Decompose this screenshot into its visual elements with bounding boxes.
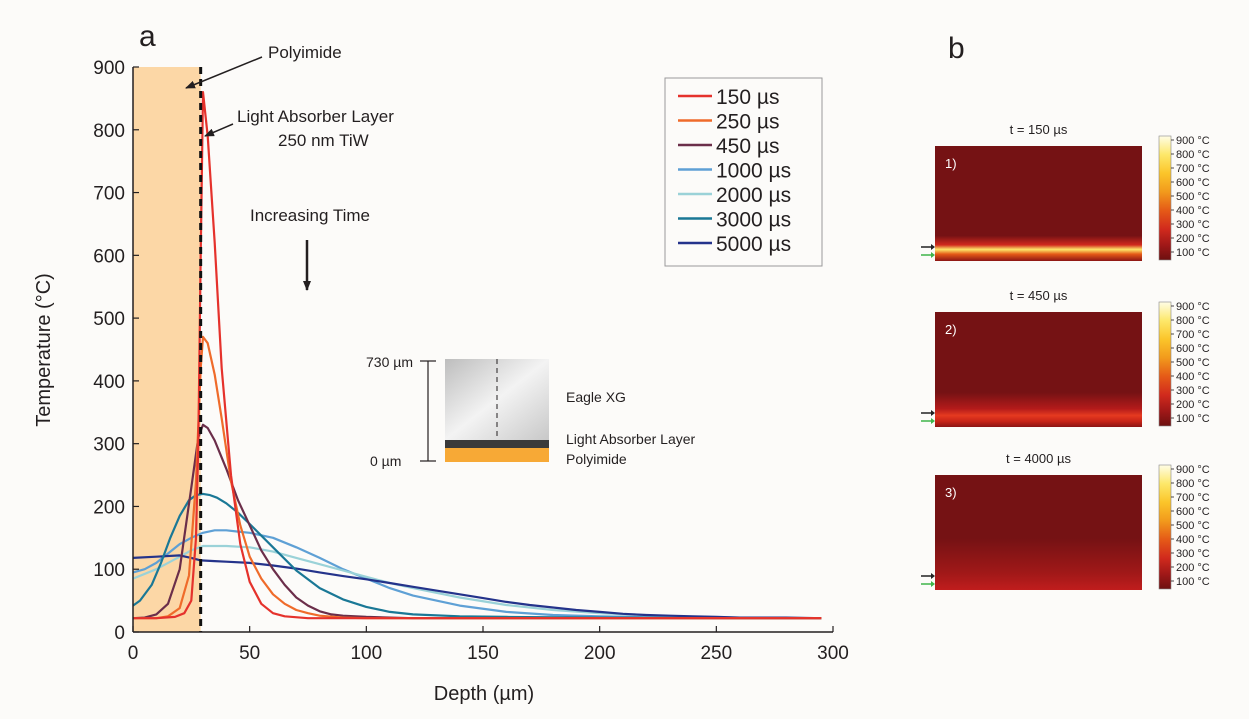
- colorbar-tick-label: 200 °C: [1176, 562, 1210, 574]
- colorbar-tick-label: 300 °C: [1176, 385, 1210, 397]
- line-series-group: [132, 90, 822, 620]
- colorbar-tick-label: 200 °C: [1176, 399, 1210, 411]
- heatmap-marker-arrowhead: [931, 573, 935, 579]
- colorbar-tick-label: 600 °C: [1176, 343, 1210, 355]
- series-line-3000s: [132, 492, 822, 620]
- heatmap-field: [935, 475, 1142, 590]
- absorber-annotation-line2: 250 nm TiW: [278, 131, 369, 150]
- colorbar-tick-label: 400 °C: [1176, 371, 1210, 383]
- colorbar-tick-label: 200 °C: [1176, 233, 1210, 245]
- colorbar-tick-label: 800 °C: [1176, 478, 1210, 490]
- heatmap-marker-arrowhead: [931, 410, 935, 416]
- colorbar-tick-label: 500 °C: [1176, 191, 1210, 203]
- legend-label: 2000 µs: [716, 184, 791, 207]
- heatmap-title: t = 150 µs: [1010, 122, 1068, 137]
- heatmap-title: t = 450 µs: [1010, 288, 1068, 303]
- colorbar-tick-label: 900 °C: [1176, 464, 1210, 476]
- heatmap-title: t = 4000 µs: [1006, 451, 1071, 466]
- y-tick-label: 500: [93, 309, 125, 330]
- heatmap-marker-arrowhead: [931, 418, 935, 424]
- colorbar-tick-label: 300 °C: [1176, 219, 1210, 231]
- x-tick-label: 250: [700, 643, 732, 664]
- polyimide-annotation: Polyimide: [268, 43, 342, 62]
- x-tick-label: 150: [467, 643, 499, 664]
- colorbar-tick-label: 100 °C: [1176, 413, 1210, 425]
- heatmap-index: 1): [945, 156, 957, 171]
- y-axis-label: Temperature (°C): [33, 273, 55, 427]
- heatmap-index: 2): [945, 322, 957, 337]
- legend-box: [664, 77, 823, 267]
- colorbar-tick-label: 500 °C: [1176, 357, 1210, 369]
- absorber-arrow: [204, 123, 234, 137]
- inset-bottom-label: 0 µm: [370, 453, 401, 469]
- colorbar-tick-label: 900 °C: [1176, 135, 1210, 147]
- heatmap-index: 3): [945, 485, 957, 500]
- panel-b-letter: b: [948, 32, 965, 65]
- colorbar-tick-label: 700 °C: [1176, 163, 1210, 175]
- heatmap-marker-arrowhead: [931, 244, 935, 250]
- colorbar: [1158, 301, 1172, 427]
- colorbar: [1158, 464, 1172, 590]
- series-line-1000s: [132, 529, 822, 620]
- y-tick-label: 200: [93, 497, 125, 518]
- legend-label: 150 µs: [716, 86, 779, 109]
- heatmap-field: [935, 146, 1142, 261]
- legend-label: 5000 µs: [716, 233, 791, 256]
- legend-label: 250 µs: [716, 111, 779, 134]
- series-line-5000s: [132, 554, 822, 620]
- heatmap-panels: t = 150 µs 1) 900 °C 800 °C 700 °C 600 °C 500 …: [921, 122, 1210, 590]
- colorbar-tick-label: 700 °C: [1176, 329, 1210, 341]
- inset-top-label: 730 µm: [366, 354, 413, 370]
- colorbar-tick-label: 400 °C: [1176, 534, 1210, 546]
- colorbar: [1158, 135, 1172, 261]
- y-tick-label: 100: [93, 560, 125, 581]
- inset-diagram: 730 µm 0 µm Eagle XG Light Absorber Laye…: [366, 354, 696, 469]
- colorbar-tick-label: 700 °C: [1176, 492, 1210, 504]
- inset-absorber-layer: [445, 440, 549, 448]
- inset-polyimide-layer: [445, 448, 549, 462]
- inset-eagle-label: Eagle XG: [566, 389, 626, 405]
- y-tick-label: 800: [93, 121, 125, 142]
- colorbar-tick-label: 500 °C: [1176, 520, 1210, 532]
- colorbar-tick-label: 600 °C: [1176, 177, 1210, 189]
- y-tick-label: 0: [114, 623, 125, 644]
- legend-label: 450 µs: [716, 135, 779, 158]
- axis-ticks: 0 50 100 150 200 250 300 0 100 200 300 400 500 600 700…: [93, 58, 849, 664]
- legend-label: 1000 µs: [716, 160, 791, 183]
- y-tick-label: 300: [93, 435, 125, 456]
- polyimide-arrow: [185, 56, 263, 89]
- x-tick-label: 50: [239, 643, 260, 664]
- legend-label: 3000 µs: [716, 209, 791, 232]
- y-tick-label: 600: [93, 246, 125, 267]
- heatmap-marker-arrowhead: [931, 581, 935, 587]
- colorbar-tick-label: 400 °C: [1176, 205, 1210, 217]
- colorbar-tick-label: 600 °C: [1176, 506, 1210, 518]
- y-tick-label: 900: [93, 58, 125, 79]
- heatmap-field: [935, 312, 1142, 427]
- inset-polyimide-label: Polyimide: [566, 451, 627, 467]
- colorbar-tick-label: 800 °C: [1176, 315, 1210, 327]
- absorber-annotation-line1: Light Absorber Layer: [237, 107, 394, 126]
- x-tick-label: 300: [817, 643, 849, 664]
- colorbar-tick-label: 100 °C: [1176, 247, 1210, 259]
- x-tick-label: 100: [350, 643, 382, 664]
- colorbar-tick-label: 900 °C: [1176, 301, 1210, 313]
- x-tick-label: 200: [584, 643, 616, 664]
- x-axis-label: Depth (µm): [434, 683, 534, 705]
- inset-absorber-label: Light Absorber Layer: [566, 431, 696, 447]
- series-line-150s: [133, 90, 822, 620]
- heatmap-marker-arrowhead: [931, 252, 935, 258]
- colorbar-tick-label: 100 °C: [1176, 576, 1210, 588]
- y-tick-label: 400: [93, 372, 125, 393]
- colorbar-tick-label: 300 °C: [1176, 548, 1210, 560]
- y-tick-label: 700: [93, 184, 125, 205]
- colorbar-tick-label: 800 °C: [1176, 149, 1210, 161]
- increasing-time-annotation: Increasing Time: [250, 206, 370, 225]
- x-tick-label: 0: [128, 643, 139, 664]
- panel-a-letter: a: [139, 20, 156, 53]
